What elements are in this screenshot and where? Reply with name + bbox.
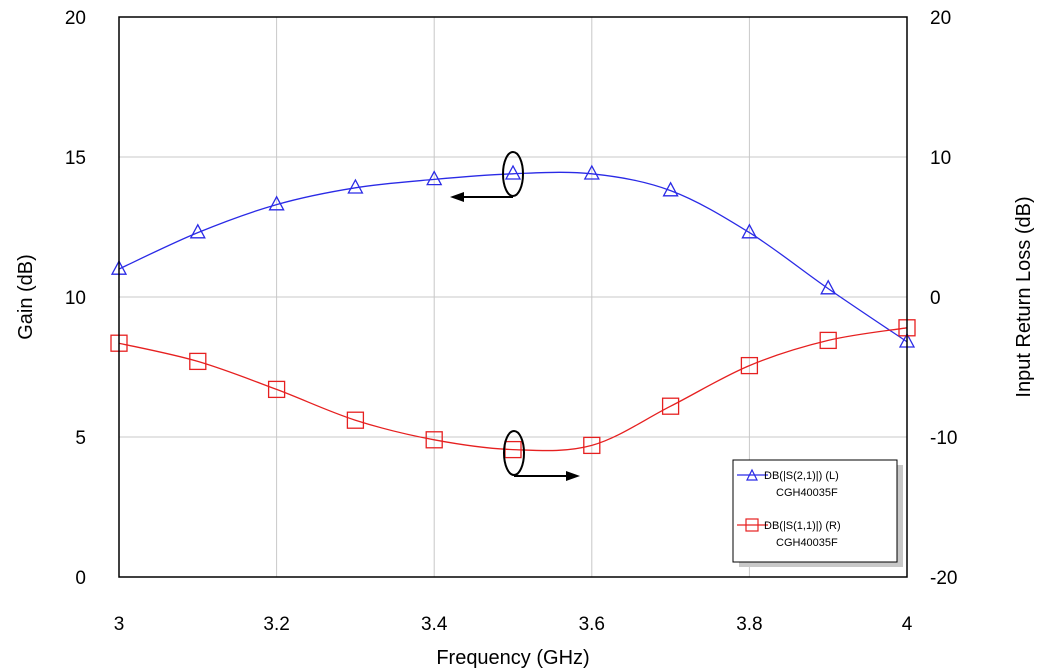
legend-triangle-marker <box>746 468 758 481</box>
data-point-square <box>661 397 680 415</box>
data-point-square <box>740 356 759 375</box>
right-axis-title: Input Return Loss (dB) <box>1013 196 1035 397</box>
legend-label-s21: DB(|S(2,1)|) (L) <box>764 470 839 482</box>
series-line <box>118 171 908 343</box>
right-axis-arrowhead <box>566 471 580 481</box>
legend-square-marker <box>745 518 759 532</box>
plot-frame <box>118 16 908 578</box>
legend-box <box>732 459 898 563</box>
data-point-triangle <box>820 279 837 295</box>
left-axis-arrowhead <box>450 192 464 202</box>
legend: DB(|S(2,1)|) (L) CGH40035F DB(|S(1,1)|) … <box>732 459 903 567</box>
x-tick-label: 3.6 <box>579 614 605 635</box>
data-point-triangle <box>662 181 679 197</box>
data-point-square <box>267 380 286 399</box>
x-tick-label: 4 <box>902 614 913 635</box>
data-point-square <box>819 331 837 350</box>
legend-label-s11: DB(|S(1,1)|) (R) <box>764 520 841 532</box>
annotations <box>450 151 580 481</box>
right-y-tick-label: -10 <box>930 428 957 449</box>
data-point-triangle <box>583 164 600 180</box>
right-y-tick-label: -20 <box>930 568 957 589</box>
legend-entry-s21: DB(|S(2,1)|) (L) CGH40035F <box>737 468 839 499</box>
data-point-triangle <box>504 164 522 180</box>
series-layer <box>110 164 916 459</box>
x-tick-label: 3.4 <box>421 614 448 635</box>
left-y-tick-label: 20 <box>65 8 86 29</box>
right-y-tick-label: 0 <box>930 288 941 309</box>
data-point-triangle <box>741 223 758 239</box>
series-line <box>118 327 908 452</box>
x-tick-label: 3.2 <box>263 614 289 635</box>
x-axis-title: Frequency (GHz) <box>436 647 589 669</box>
data-point-square <box>425 431 443 449</box>
gridlines <box>119 17 907 577</box>
data-point-square <box>583 436 601 455</box>
data-point-square <box>346 411 365 429</box>
left-y-tick-label: 15 <box>65 148 86 169</box>
data-point-triangle <box>347 178 364 194</box>
legend-sublabel-s21: CGH40035F <box>776 487 838 499</box>
x-tick-label: 3.8 <box>736 614 762 635</box>
right-y-tick-label: 20 <box>930 8 951 29</box>
data-point-triangle <box>426 170 443 186</box>
legend-sublabel-s11: CGH40035F <box>776 537 838 549</box>
series-s21-gain <box>110 164 916 348</box>
data-point-square <box>189 352 207 371</box>
left-y-tick-label: 0 <box>75 568 86 589</box>
right-y-tick-label: 10 <box>930 148 951 169</box>
data-point-triangle <box>189 223 206 239</box>
data-point-triangle <box>268 195 285 211</box>
tick-labels: 3 3.2 3.4 3.6 3.8 4 0 5 10 15 20 -20 -10 0 10 20 <box>65 8 958 635</box>
x-tick-label: 3 <box>114 614 125 635</box>
left-y-tick-label: 10 <box>65 288 86 309</box>
left-axis-title: Gain (dB) <box>15 254 37 340</box>
left-y-tick-label: 5 <box>75 428 86 449</box>
legend-entry-s11: DB(|S(1,1)|) (R) CGH40035F <box>737 518 841 549</box>
